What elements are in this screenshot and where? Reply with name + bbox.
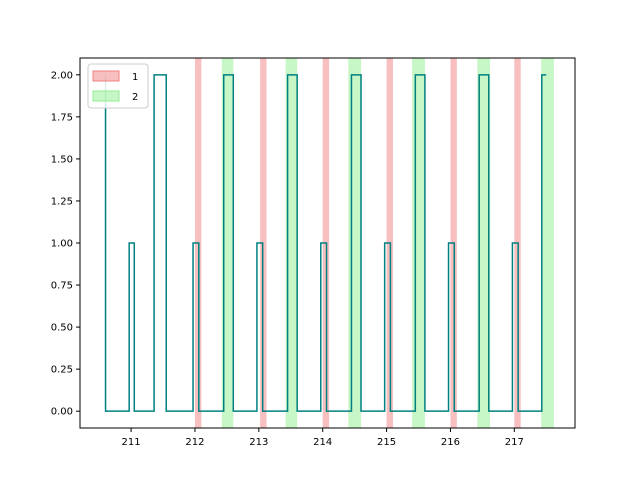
span-series-2-6 [541,58,554,428]
x-tick-label-216: 216 [441,437,460,448]
y-axis: 0.00 0.25 0.50 0.75 1.00 1.25 1.50 1.75 2.00 [51,70,80,418]
y-tick-label-0.00: 0.00 [51,407,73,418]
y-tick-label-1.25: 1.25 [51,196,73,207]
y-tick-label-0.25: 0.25 [51,365,73,376]
y-tick-label-1.75: 1.75 [51,112,73,123]
x-tick-label-214: 214 [313,437,332,448]
signal-line-path [104,74,547,412]
legend-label-2: 2 [132,92,138,103]
y-tick-label-2.00: 2.00 [51,70,73,81]
x-tick-label-213: 213 [249,437,268,448]
span-series-2-3 [348,58,362,428]
x-tick-label-212: 212 [185,437,204,448]
x-tick-label-215: 215 [377,437,396,448]
y-tick-label-1.50: 1.50 [51,154,73,165]
y-tick-label-1.00: 1.00 [51,239,73,250]
x-tick-label-217: 217 [505,437,524,448]
legend-swatch-2 [92,90,120,102]
x-tick-label-211: 211 [122,437,141,448]
span-series-2-5 [477,58,491,428]
span-series-2-2 [285,58,298,428]
legend-label-1: 1 [132,72,138,83]
span-series-2-1 [221,58,234,428]
legend: 1 2 [87,63,149,109]
y-tick-label-0.75: 0.75 [51,281,73,292]
y-tick-label-0.50: 0.50 [51,323,73,334]
span-series-2-4 [412,58,425,428]
legend-swatch-1 [92,70,120,82]
signal-line [104,74,547,412]
x-axis: 211 212 213 214 215 216 217 [122,428,524,448]
